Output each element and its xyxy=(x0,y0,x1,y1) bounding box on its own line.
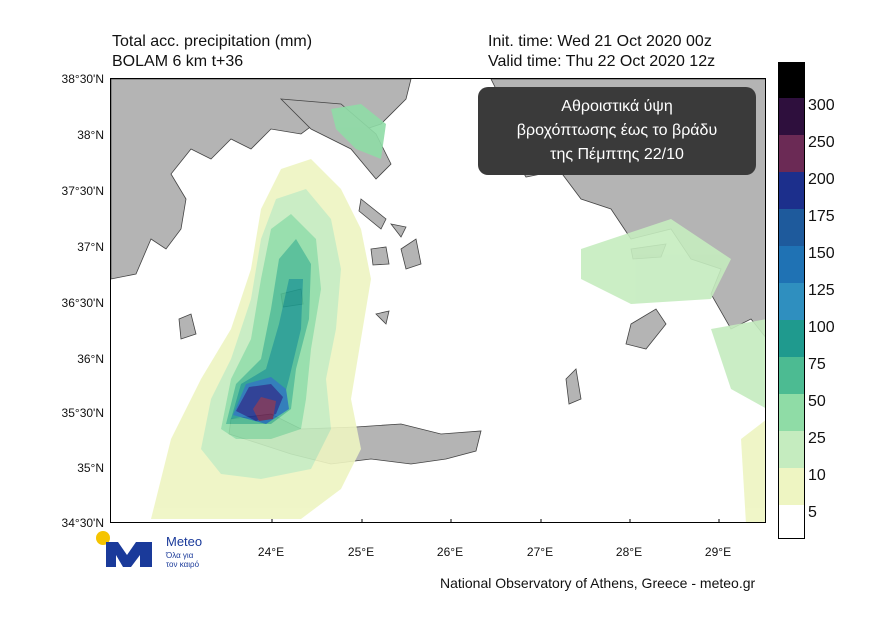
colorbar-segment xyxy=(779,63,804,98)
colorbar-segment xyxy=(779,135,804,172)
logo-tagline: Όλα για τον καιρό xyxy=(166,551,199,569)
colorbar xyxy=(778,62,805,539)
meteo-logo xyxy=(96,531,152,567)
colorbar-label: 150 xyxy=(808,245,835,262)
colorbar-segment xyxy=(779,320,804,357)
logo-tagline-line: τον καιρό xyxy=(166,560,200,569)
lat-label: 38°30'N xyxy=(61,72,104,86)
colorbar-label: 75 xyxy=(808,356,826,373)
land-karpathos xyxy=(565,368,582,405)
colorbar-label: 25 xyxy=(808,430,826,447)
lat-label: 35°30'N xyxy=(61,406,104,420)
logo-tagline-line: Όλα για xyxy=(166,551,194,560)
colorbar-label: 175 xyxy=(808,208,835,225)
land-paros xyxy=(370,246,390,266)
colorbar-label: 250 xyxy=(808,134,835,151)
title-variable: Total acc. precipitation (mm) xyxy=(112,33,313,50)
colorbar-segment xyxy=(779,209,804,246)
lat-label: 38°N xyxy=(77,128,104,142)
colorbar-label: 10 xyxy=(808,467,826,484)
colorbar-label: 125 xyxy=(808,282,835,299)
time-info: Init. time: Wed 21 Oct 2020 00z Valid ti… xyxy=(488,32,715,72)
colorbar-segment xyxy=(779,505,804,538)
land-kythira xyxy=(178,313,197,340)
colorbar-label: 300 xyxy=(808,97,835,114)
land-mykonos xyxy=(390,223,407,238)
colorbar-label: 200 xyxy=(808,171,835,188)
init-time: Init. time: Wed 21 Oct 2020 00z xyxy=(488,33,712,50)
colorbar-segment xyxy=(779,431,804,468)
colorbar-segment xyxy=(779,246,804,283)
map-grid xyxy=(271,519,720,522)
lon-label: 25°E xyxy=(347,545,375,559)
land-andros xyxy=(358,198,387,230)
lon-label: 26°E xyxy=(436,545,464,559)
land-santorini xyxy=(375,310,390,325)
logo-brand: Meteo xyxy=(166,534,203,549)
info-line: Αθροιστικά ύψη xyxy=(561,98,673,115)
map-title: Total acc. precipitation (mm) BOLAM 6 km… xyxy=(112,32,312,72)
colorbar-segment xyxy=(779,394,804,431)
colorbar-segment xyxy=(779,357,804,394)
title-model: BOLAM 6 km t+36 xyxy=(112,53,244,70)
colorbar-segment xyxy=(779,98,804,135)
valid-time: Valid time: Thu 22 Oct 2020 12z xyxy=(488,53,716,70)
lat-label: 34°30'N xyxy=(61,516,104,530)
colorbar-label: 50 xyxy=(808,393,826,410)
colorbar-label: 100 xyxy=(808,319,835,336)
lon-label: 24°E xyxy=(257,545,285,559)
lon-label: 29°E xyxy=(704,545,732,559)
info-line: βροχόπτωσης έως το βράδυ xyxy=(516,122,718,139)
colorbar-segment xyxy=(779,172,804,209)
lat-label: 35°N xyxy=(77,461,104,475)
lat-label: 36°30'N xyxy=(61,296,104,310)
info-line: της Πέμπτης 22/10 xyxy=(550,146,684,163)
lon-label: 27°E xyxy=(526,545,554,559)
land-naxos xyxy=(400,238,422,270)
colorbar-segment xyxy=(779,468,804,505)
lon-label: 28°E xyxy=(615,545,643,559)
lat-label: 36°N xyxy=(77,352,104,366)
info-callout: Αθροιστικά ύψη βροχόπτωσης έως το βράδυ … xyxy=(478,87,756,175)
lat-label: 37°N xyxy=(77,240,104,254)
footer-credit: National Observatory of Athens, Greece -… xyxy=(440,575,756,591)
land-rhodes xyxy=(625,308,667,350)
colorbar-label: 5 xyxy=(808,504,817,521)
precipitation-field xyxy=(151,104,765,522)
lat-label: 37°30'N xyxy=(61,184,104,198)
colorbar-segment xyxy=(779,283,804,320)
